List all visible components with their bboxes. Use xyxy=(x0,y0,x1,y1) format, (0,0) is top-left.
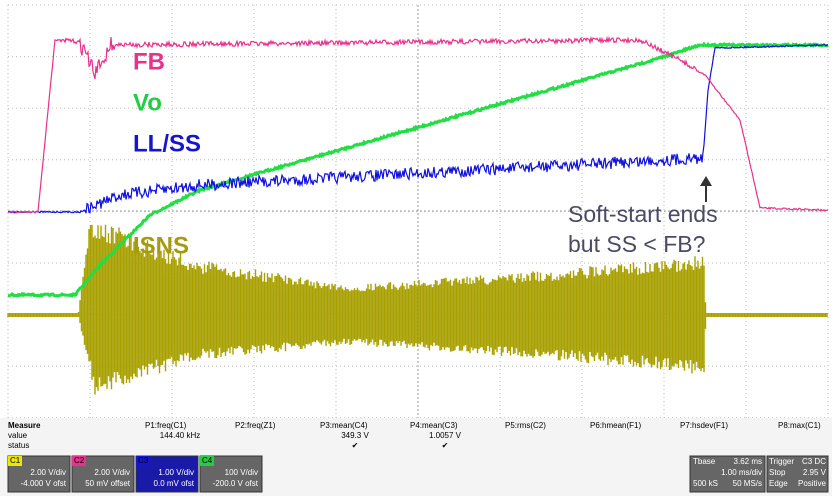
timebase-label: Tbase xyxy=(693,457,716,466)
measure-status: ✔ xyxy=(352,441,359,450)
arrow-head xyxy=(700,176,712,186)
channel-name: C1 xyxy=(10,456,21,465)
channel-tab xyxy=(136,456,150,466)
bottom-controls: P1:freq(C1)144.40 kHz P2:freq(Z1) P3:mean(… xyxy=(7,421,829,493)
channel-name: C4 xyxy=(202,456,213,465)
isns-trace xyxy=(7,224,828,395)
channel-offset: -200.0 V ofst xyxy=(213,479,259,488)
trigger-type: Edge xyxy=(769,479,788,488)
channel-scale: 2.00 V/div xyxy=(94,468,130,477)
measure-name: P5:rms(C2) xyxy=(505,421,546,430)
row-label: value xyxy=(8,431,28,440)
llss-label: LL/SS xyxy=(133,130,201,157)
annotation: Soft-start ends xyxy=(568,201,718,227)
trigger-label: Trigger xyxy=(769,457,794,466)
timebase-samples: 500 kS xyxy=(693,479,718,488)
trigger-level: 2.95 V xyxy=(803,468,827,477)
trace xyxy=(7,35,829,214)
measure-name: P3:mean(C4) xyxy=(320,421,368,430)
measure-name: P1:freq(C1) xyxy=(145,421,187,430)
channel-tab xyxy=(8,456,22,466)
measure-name: P7:hsdev(F1) xyxy=(680,421,728,430)
timebase-rate: 50 MS/s xyxy=(733,479,762,488)
measure-name: P4:mean(C3) xyxy=(410,421,458,430)
channel-name: C2 xyxy=(74,456,85,465)
fb-label: FB xyxy=(133,48,165,75)
row-label: status xyxy=(8,441,29,450)
vo-label: Vo xyxy=(133,89,162,116)
measure-value: 144.40 kHz xyxy=(160,431,200,440)
channel-offset: 50 mV offset xyxy=(85,479,131,488)
channel-offset: -4.000 V ofst xyxy=(21,479,67,488)
trace xyxy=(7,41,829,299)
channel-scale: 1.00 V/div xyxy=(158,468,194,477)
channel-tab xyxy=(72,456,86,466)
channel-scale: 100 V/div xyxy=(225,468,258,477)
trigger-slope: Positive xyxy=(798,479,827,488)
measure-title: Measure xyxy=(8,421,41,430)
measure-name: P6:hmean(F1) xyxy=(590,421,641,430)
traces xyxy=(7,35,829,395)
timebase-delay: 3.62 ms xyxy=(734,457,762,466)
measure-value: 349.3 V xyxy=(341,431,369,440)
measure-value: 1.0057 V xyxy=(429,431,462,440)
measure-name: P8:max(C1) xyxy=(778,421,821,430)
trigger-box[interactable] xyxy=(766,455,829,493)
trace xyxy=(7,43,829,214)
trigger-mode: Stop xyxy=(769,468,786,477)
channel-offset: 0.0 mV ofst xyxy=(154,479,195,488)
isns-label: ISNS xyxy=(133,232,189,259)
trigger-coupling: C3 DC xyxy=(802,457,826,466)
measure-name: P2:freq(Z1) xyxy=(235,421,276,430)
channel-box[interactable] xyxy=(135,455,199,493)
annotation: but SS < FB? xyxy=(568,231,705,257)
channel-box[interactable] xyxy=(71,455,135,493)
channel-tab xyxy=(200,456,214,466)
channel-name: C3 xyxy=(138,456,149,465)
timebase-box[interactable] xyxy=(689,455,766,493)
timebase-scale: 1.00 ms/div xyxy=(721,468,762,477)
channel-scale: 2.00 V/div xyxy=(30,468,66,477)
measure-status: ✔ xyxy=(442,441,449,450)
